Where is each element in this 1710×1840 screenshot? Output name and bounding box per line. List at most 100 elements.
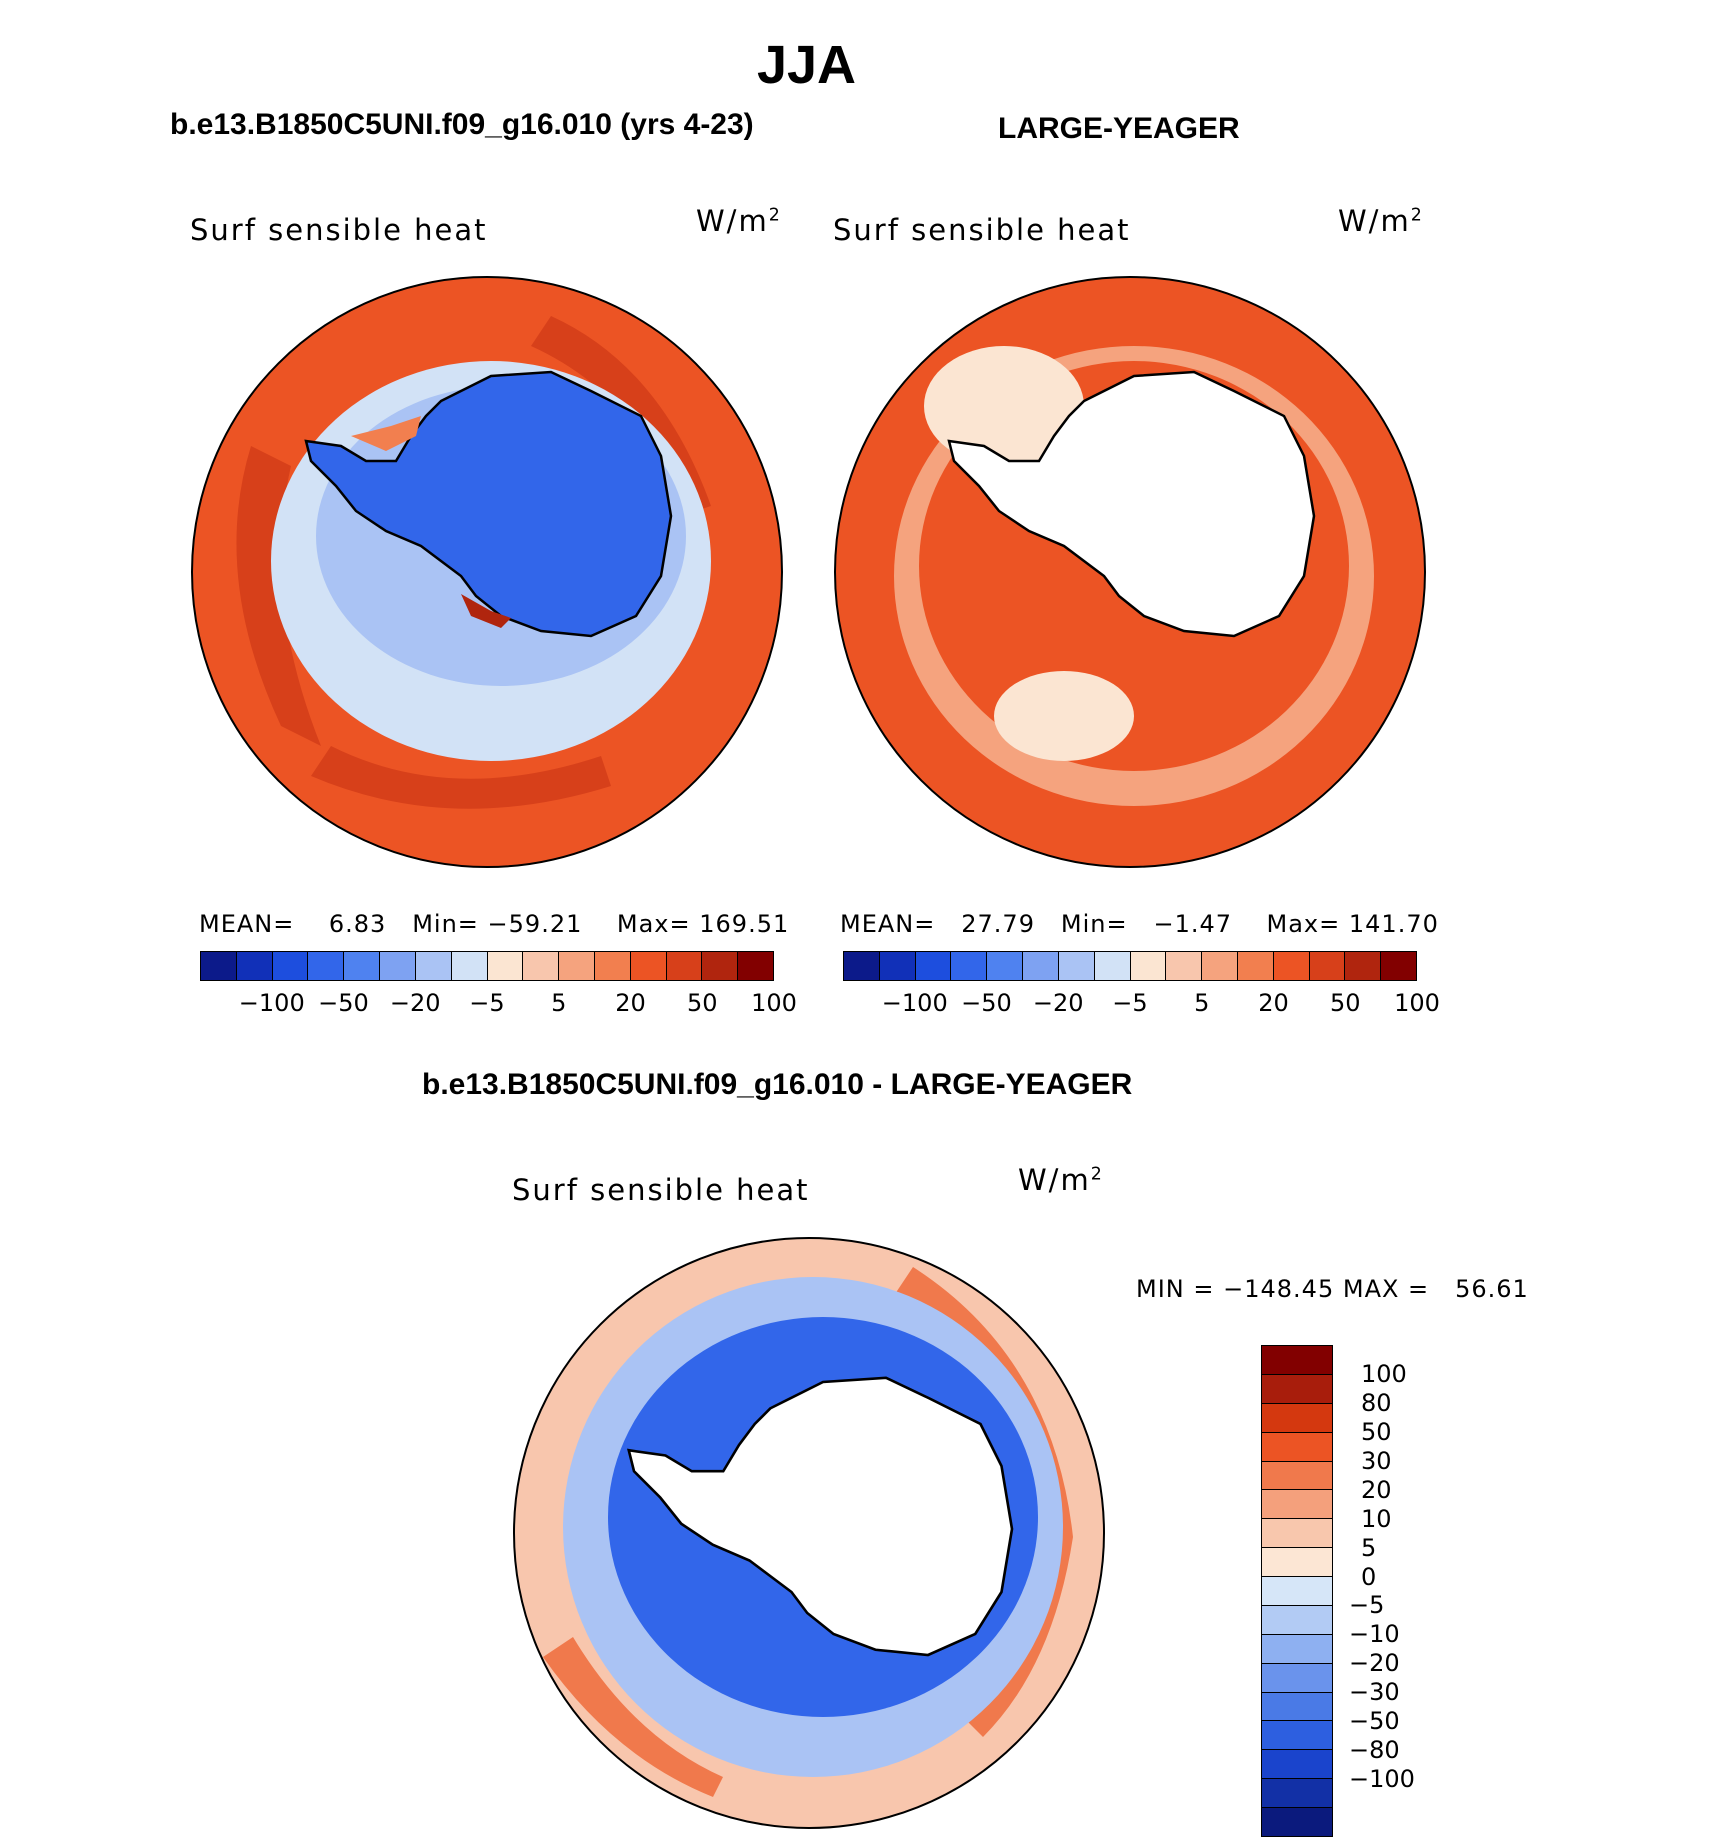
right-colorbar-swatch: [1094, 952, 1131, 980]
diff-colorbar-swatch: [1262, 1721, 1332, 1751]
diff-colorbar-tick-label: 50: [1361, 1417, 1392, 1446]
right-units-label: W/m2: [1338, 204, 1424, 238]
right-colorbar-swatch: [915, 952, 952, 980]
diff-colorbar-tick-label: −20: [1349, 1649, 1400, 1678]
right-colorbar-tick-label: −5: [1112, 989, 1148, 1017]
left-colorbar-swatch: [272, 952, 309, 980]
diff-colorbar-tick-label: 30: [1361, 1446, 1392, 1475]
right-colorbar-swatch: [1166, 952, 1203, 980]
left-colorbar-tick-label: −5: [469, 989, 505, 1017]
right-variable-label: Surf sensible heat: [833, 213, 1131, 247]
right-colorbar-swatch: [879, 952, 916, 980]
diff-colorbar-swatch: [1262, 1779, 1332, 1808]
diff-colorbar-swatch: [1262, 1634, 1332, 1664]
season-title: JJA: [756, 35, 857, 95]
diff-colorbar-tick-label: 20: [1361, 1475, 1392, 1504]
diff-colorbar-swatch: [1262, 1605, 1332, 1635]
right-colorbar-swatch: [1058, 952, 1095, 980]
diff-outer-red-band-2: [543, 1637, 723, 1797]
diff-colorbar-swatch: [1262, 1519, 1332, 1549]
left-polar-map: [191, 276, 783, 868]
left-colorbar-swatch: [415, 952, 452, 980]
diff-colorbar-swatch: [1262, 1374, 1332, 1404]
left-colorbar-tick-label: 5: [551, 989, 567, 1017]
right-colorbar: [843, 951, 1417, 981]
left-colorbar-tick-label: 50: [686, 989, 718, 1017]
left-stats: MEAN= 6.83 Min= −59.21 Max= 169.51: [199, 910, 790, 938]
left-colorbar-tick-label: −20: [389, 989, 441, 1017]
left-colorbar-tick-label: 100: [751, 989, 797, 1017]
left-colorbar-swatch: [559, 952, 595, 980]
diff-colorbar-swatch: [1262, 1461, 1332, 1491]
left-colorbar-tick-label: −100: [238, 989, 305, 1017]
left-colorbar-ticks: −100 −50 −20 −5 5 20 50 100: [200, 989, 797, 1021]
diff-colorbar-tick-label: −80: [1349, 1736, 1400, 1765]
left-colorbar-swatch: [594, 952, 631, 980]
case-title: b.e13.B1850C5UNI.f09_g16.010 (yrs 4-23): [170, 108, 754, 141]
left-coast-warm-patch-2: [351, 416, 421, 451]
diff-units-label: W/m2: [1018, 1163, 1104, 1197]
left-colorbar-swatch: [487, 952, 524, 980]
right-polar-map: [834, 276, 1426, 868]
left-antarctica-field: [304, 370, 673, 638]
left-colorbar-swatch: [738, 952, 773, 980]
right-antarctica-mask: [947, 370, 1316, 638]
right-colorbar-swatch: [1130, 952, 1167, 980]
diff-colorbar-tick-label: 5: [1361, 1533, 1377, 1562]
right-colorbar-swatch: [1237, 952, 1274, 980]
right-colorbar-swatch: [1023, 952, 1059, 980]
diff-colorbar-swatch: [1262, 1750, 1332, 1780]
right-colorbar-swatch: [1381, 952, 1416, 980]
left-colorbar-swatch: [344, 952, 381, 980]
left-colorbar-swatch: [630, 952, 667, 980]
diff-colorbar-swatch: [1262, 1663, 1332, 1693]
diff-colorbar-swatch: [1262, 1548, 1332, 1577]
diff-stats: MIN = −148.45 MAX = 56.61: [1136, 1275, 1529, 1303]
left-colorbar-swatch: [236, 952, 273, 980]
diff-colorbar-swatch: [1262, 1346, 1332, 1375]
diff-colorbar-tick-label: −30: [1349, 1678, 1400, 1707]
right-pale-patch: [924, 346, 1084, 466]
right-colorbar-tick-label: −100: [881, 989, 948, 1017]
right-colorbar-swatch: [987, 952, 1024, 980]
diff-colorbar-swatch: [1262, 1403, 1332, 1433]
left-colorbar: [200, 951, 774, 981]
diff-variable-label: Surf sensible heat: [512, 1173, 810, 1207]
diff-colorbar-swatch: [1262, 1808, 1332, 1836]
right-colorbar-tick-label: −50: [961, 989, 1012, 1017]
right-colorbar-swatch: [1309, 952, 1346, 980]
left-colorbar-tick-label: −50: [318, 989, 369, 1017]
left-colorbar-swatch: [666, 952, 703, 980]
right-colorbar-tick-label: 50: [1329, 989, 1361, 1017]
right-pale-patch-2: [994, 671, 1134, 761]
left-colorbar-swatch: [380, 952, 416, 980]
left-units-label: W/m2: [696, 204, 782, 238]
left-colorbar-swatch: [201, 952, 237, 980]
diff-colorbar-tick-label: 10: [1361, 1504, 1392, 1533]
right-colorbar-tick-label: 5: [1194, 989, 1210, 1017]
diff-colorbar-tick-label: 0: [1361, 1562, 1377, 1591]
diff-colorbar-swatch: [1262, 1577, 1332, 1606]
left-coast-warm-patch: [461, 594, 511, 628]
right-colorbar-tick-label: 20: [1258, 989, 1289, 1017]
left-colorbar-swatch: [523, 952, 560, 980]
diff-colorbar-tick-label: −5: [1349, 1591, 1385, 1620]
right-colorbar-swatch: [1202, 952, 1238, 980]
left-variable-label: Surf sensible heat: [190, 213, 488, 247]
left-ocean-band-dark-3: [311, 746, 611, 809]
diff-colorbar-tick-label: −100: [1349, 1765, 1415, 1794]
control-title: LARGE-YEAGER: [998, 112, 1240, 145]
diff-colorbar-tick-label: 100: [1361, 1359, 1407, 1388]
right-colorbar-ticks: −100 −50 −20 −5 5 20 50 100: [843, 989, 1440, 1021]
left-colorbar-swatch: [702, 952, 739, 980]
diff-colorbar-tick-label: −50: [1349, 1707, 1400, 1736]
left-colorbar-swatch: [308, 952, 345, 980]
diff-colorbar-tick-label: −10: [1349, 1620, 1400, 1649]
diff-colorbar-tick-label: 80: [1361, 1388, 1392, 1417]
diff-colorbar-ticks: 100 80 50 30 20 10 5 0 −5 −10 −20 −30 −50 −80 −100: [1349, 1345, 1429, 1837]
diff-colorbar-swatch: [1262, 1692, 1332, 1722]
diff-antarctica-mask: [627, 1376, 1014, 1657]
right-stats: MEAN= 27.79 Min= −1.47 Max= 141.70: [840, 910, 1439, 938]
left-colorbar-swatch: [451, 952, 488, 980]
diff-colorbar-swatch: [1262, 1432, 1332, 1462]
